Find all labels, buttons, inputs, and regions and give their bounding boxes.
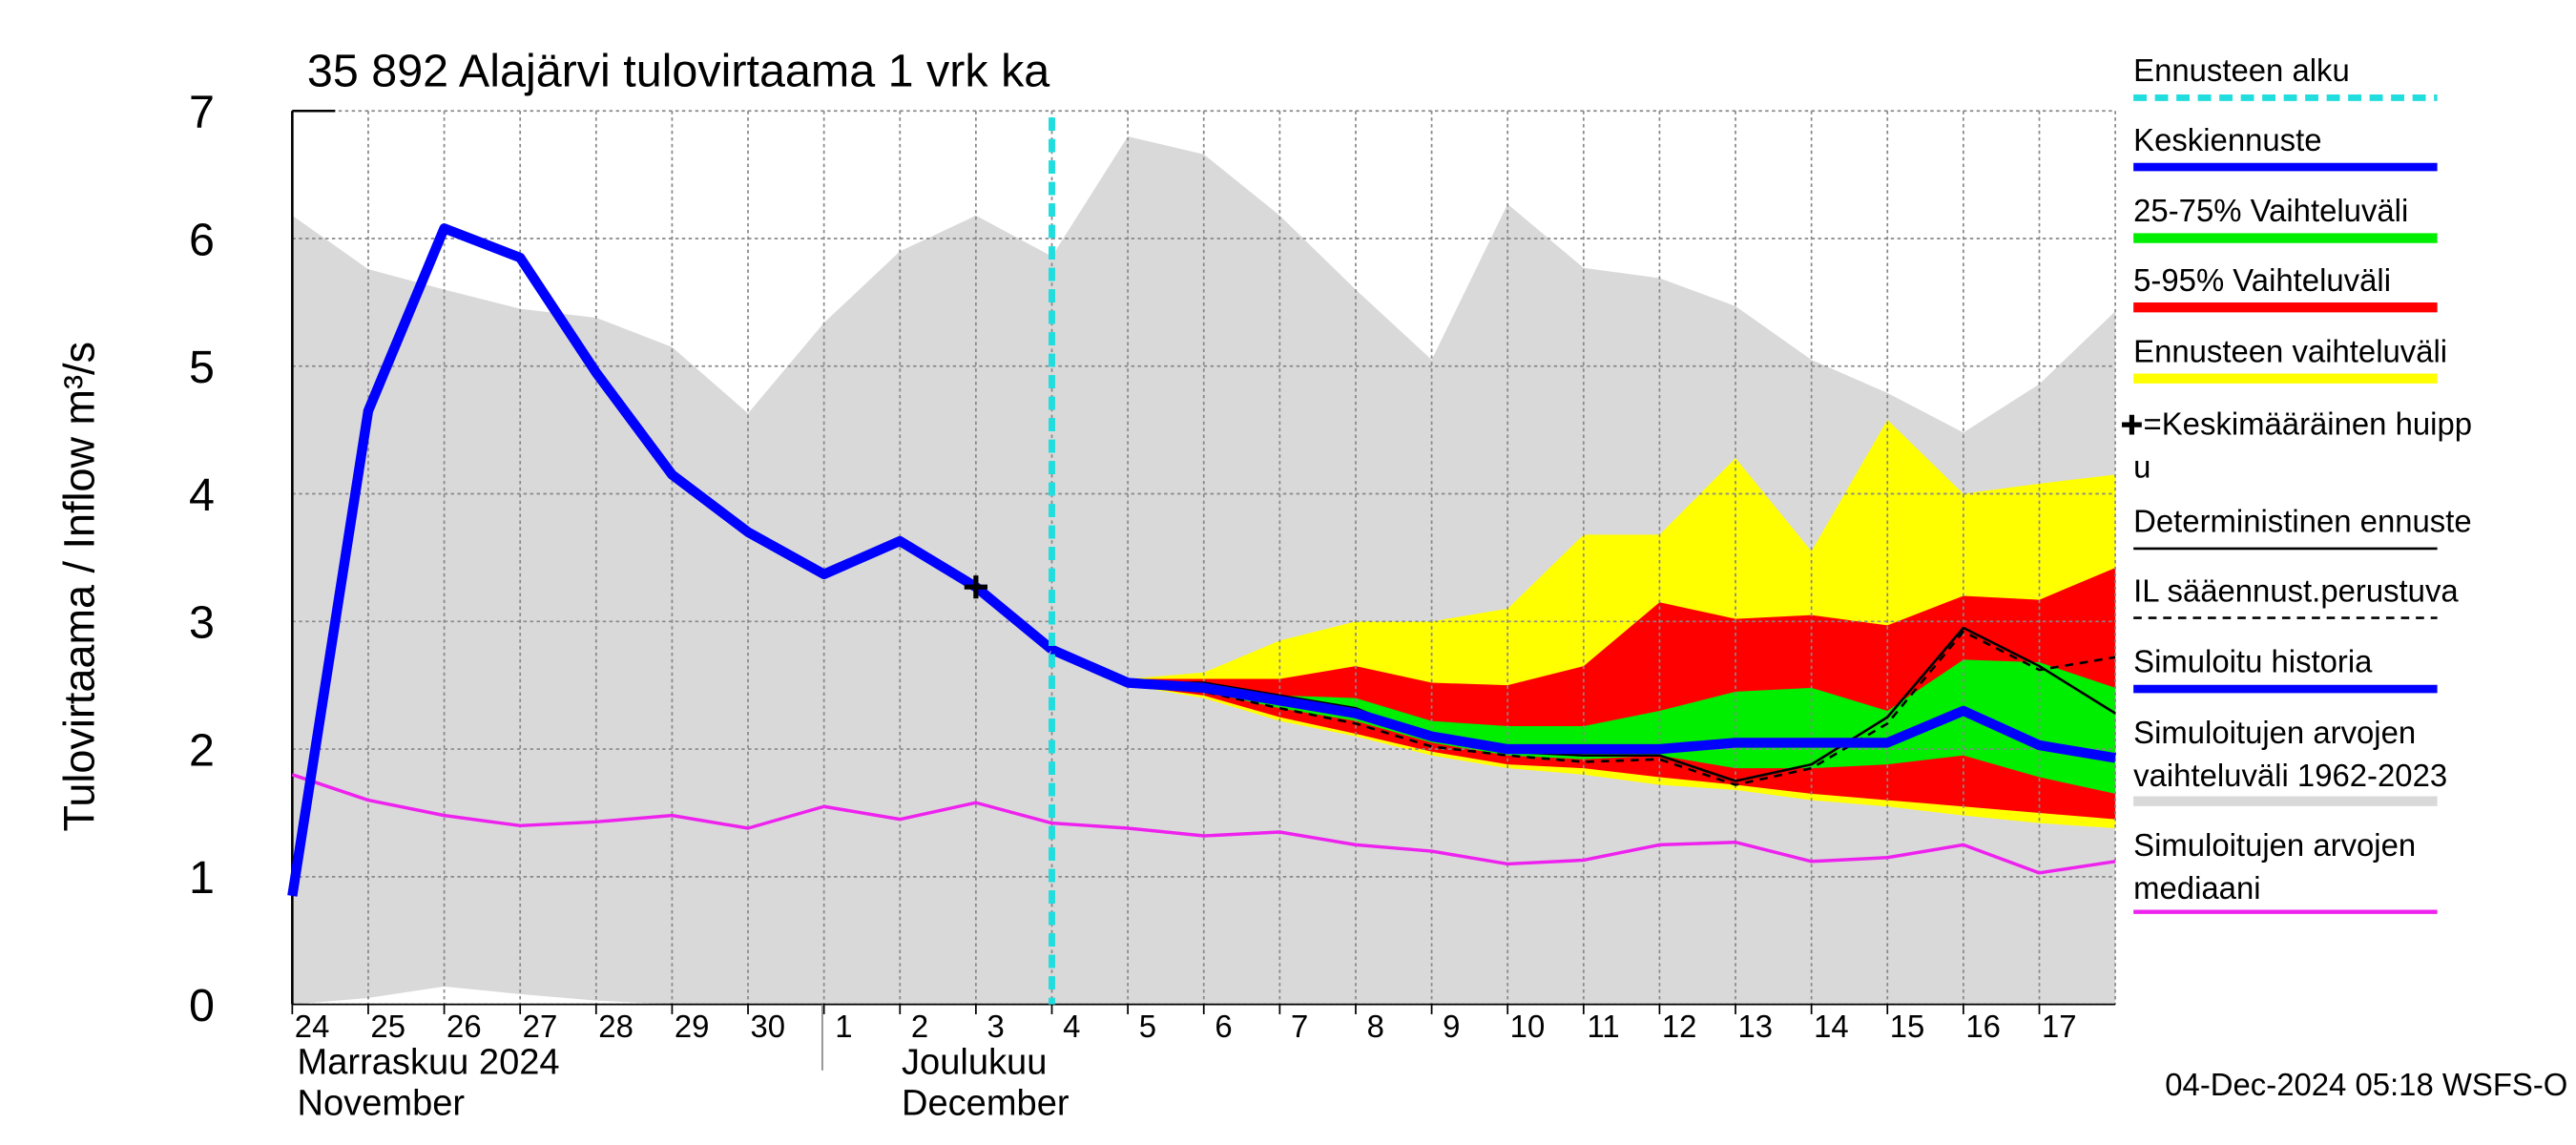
peak-marker: [964, 575, 987, 599]
legend-label: Keskiennuste: [2133, 122, 2321, 157]
y-tick-label: 1: [189, 852, 215, 904]
y-tick-label: 2: [189, 724, 215, 776]
y-tick-label: 0: [189, 980, 215, 1031]
x-tick-label: 11: [1588, 1009, 1620, 1044]
y-tick-label: 6: [189, 214, 215, 265]
month-label: Marraskuu 2024: [298, 1042, 560, 1082]
legend-label: Deterministinen ennuste: [2133, 504, 2472, 539]
series-line: [1049, 644, 2116, 763]
x-tick-label: 30: [751, 1009, 786, 1044]
x-tick-label: 4: [1063, 1009, 1080, 1044]
x-tick-label: 28: [598, 1009, 634, 1044]
x-tick-label: 29: [675, 1009, 710, 1044]
chart-title: 35 892 Alajärvi tulovirtaama 1 vrk ka: [307, 45, 1049, 96]
x-tick-label: 8: [1367, 1009, 1384, 1044]
legend-label: Simuloitu historia: [2133, 644, 2373, 679]
month-label: November: [298, 1084, 466, 1124]
x-tick-label: 1: [835, 1009, 852, 1044]
x-tick-label: 12: [1662, 1009, 1697, 1044]
month-label: Joulukuu: [902, 1042, 1047, 1082]
month-label: December: [902, 1084, 1070, 1124]
x-tick-label: 14: [1814, 1009, 1849, 1044]
legend-label: Simuloitujen arvojen: [2133, 715, 2416, 750]
x-tick-label: 25: [370, 1009, 405, 1044]
legend-label: u: [2133, 448, 2150, 484]
x-tick-label: 3: [987, 1009, 1005, 1044]
x-tick-label: 27: [523, 1009, 558, 1044]
legend-label: =Keskimääräinen huipp: [2144, 406, 2472, 441]
legend-label: vaihteluväli 1962-2023: [2133, 758, 2447, 793]
legend-label: IL sääennust.perustuva: [2133, 572, 2459, 608]
range-band: [1051, 649, 2116, 794]
y-tick-label: 5: [189, 342, 215, 393]
series-line: [287, 223, 1055, 897]
legend-label: Ennusteen alku: [2133, 52, 2350, 88]
y-tick-label: 7: [189, 87, 215, 138]
legend-label: 5-95% Vaihteluväli: [2133, 262, 2391, 298]
legend-label: Ennusteen vaihteluväli: [2133, 333, 2447, 368]
x-tick-label: 16: [1965, 1009, 2001, 1044]
x-tick-label: 2: [911, 1009, 928, 1044]
x-tick-label: 26: [447, 1009, 482, 1044]
legend-label: 25-75% Vaihteluväli: [2133, 193, 2408, 228]
y-tick-label: 4: [189, 469, 215, 521]
x-tick-label: 9: [1443, 1009, 1460, 1044]
x-tick-label: 17: [2042, 1009, 2077, 1044]
x-tick-label: 7: [1291, 1009, 1308, 1044]
x-tick-label: 5: [1139, 1009, 1156, 1044]
y-axis-label: Tulovirtaama / Inflow m³/s: [55, 342, 104, 831]
series-line: [1050, 630, 2116, 786]
series-line: [291, 773, 2116, 875]
x-tick-label: 15: [1890, 1009, 1925, 1044]
x-tick-label: 13: [1738, 1009, 1774, 1044]
legend-label: mediaani: [2133, 870, 2260, 906]
x-tick-label: 10: [1510, 1009, 1546, 1044]
x-tick-label: 24: [295, 1009, 330, 1044]
y-tick-label: 3: [189, 597, 215, 649]
legend-label: Simuloitujen arvojen: [2133, 827, 2416, 863]
legend-peak-symbol: [2122, 414, 2142, 435]
footer: 04-Dec-2024 05:18 WSFS-O: [2165, 1067, 2567, 1102]
x-tick-label: 6: [1215, 1009, 1232, 1044]
